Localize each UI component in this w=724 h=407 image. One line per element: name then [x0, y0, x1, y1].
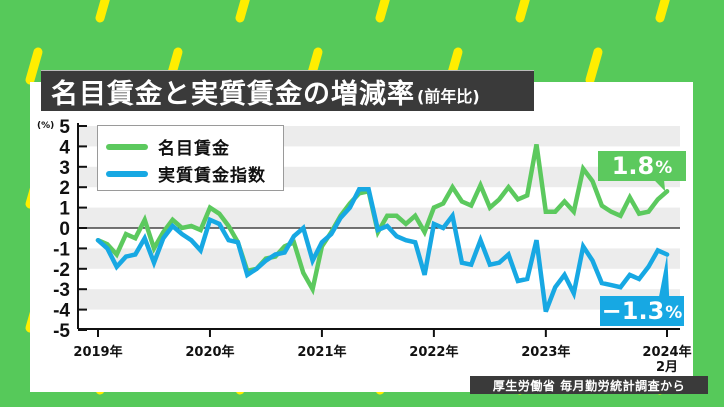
real-latest-callout: −1.3% — [600, 296, 684, 326]
source-note: 厚生労働省 毎月勤労統計調査から — [470, 376, 708, 394]
svg-text:-3: -3 — [53, 280, 70, 301]
svg-text:-5: -5 — [53, 321, 70, 342]
legend-item-nominal: 名目賃金 — [106, 134, 230, 159]
svg-text:2: 2 — [59, 178, 70, 199]
svg-text:2024年: 2024年 — [642, 344, 691, 360]
chart-legend: 名目賃金 実質賃金指数 — [97, 125, 284, 191]
y-axis-unit: (%) — [37, 121, 55, 131]
legend-label-real: 実質賃金指数 — [158, 166, 266, 186]
title-main: 名目賃金と実質賃金の増減率 — [51, 78, 415, 110]
nominal-latest-callout: 1.8% — [598, 151, 686, 181]
legend-item-real: 実質賃金指数 — [106, 161, 266, 186]
real-latest-unit: % — [665, 303, 683, 323]
svg-text:2019年: 2019年 — [73, 344, 122, 360]
title-sub: (前年比) — [417, 87, 480, 106]
nominal-latest-value: 1.8 — [611, 152, 655, 180]
svg-text:2022年: 2022年 — [409, 344, 458, 360]
svg-text:-4: -4 — [53, 301, 70, 322]
svg-text:2月: 2月 — [656, 360, 678, 375]
real-latest-value: −1.3 — [601, 297, 665, 325]
nominal-latest-unit: % — [655, 158, 673, 178]
svg-text:-1: -1 — [53, 239, 70, 260]
svg-text:0: 0 — [59, 219, 70, 240]
svg-text:2020年: 2020年 — [185, 344, 234, 360]
legend-label-nominal: 名目賃金 — [158, 139, 230, 159]
svg-text:1: 1 — [59, 199, 70, 220]
svg-text:5: 5 — [59, 117, 70, 138]
svg-text:2021年: 2021年 — [297, 344, 346, 360]
chart-title: 名目賃金と実質賃金の増減率 (前年比) — [41, 70, 534, 111]
legend-swatch-nominal — [106, 143, 148, 150]
svg-text:4: 4 — [59, 137, 70, 158]
svg-text:2023年: 2023年 — [521, 344, 570, 360]
svg-text:-2: -2 — [53, 260, 70, 281]
legend-swatch-real — [106, 170, 148, 177]
svg-text:3: 3 — [59, 158, 70, 179]
